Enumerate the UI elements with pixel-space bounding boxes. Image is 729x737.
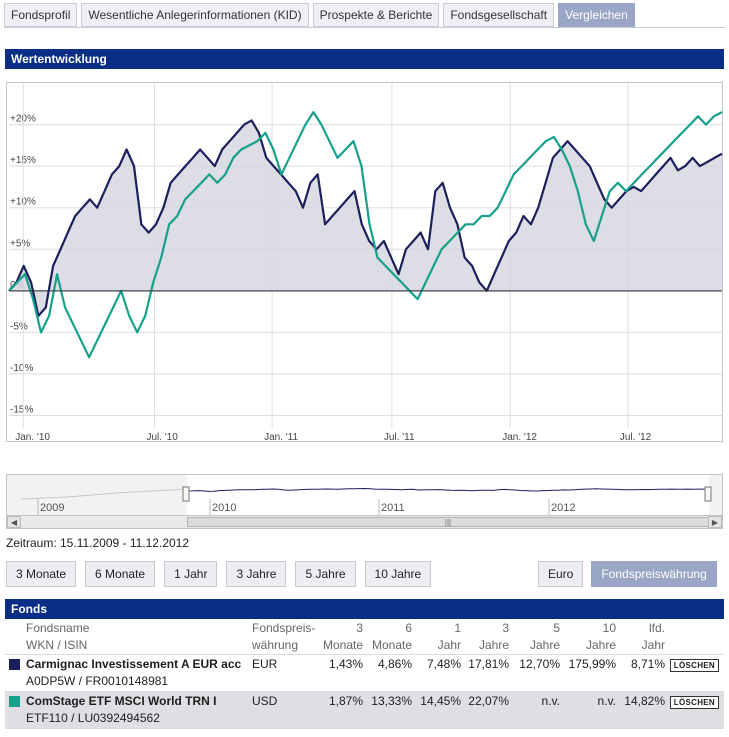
x-tick-label: Jan. '10: [15, 432, 50, 443]
performance-chart[interactable]: +20%+15%+10%+5%0%-5%-10%-15%Jan. '10Jul.…: [6, 82, 723, 443]
funds-table: Fondsname WKN / ISIN Fondspreis- währung…: [5, 619, 724, 729]
header-ytd: lfd.: [648, 621, 665, 635]
navigator-line-preceding: [20, 488, 188, 500]
section-header-wertentwicklung: Wertentwicklung: [5, 49, 724, 69]
range-3-months-button[interactable]: 3 Monate: [6, 561, 77, 587]
tab-bar: Fondsprofil Wesentliche Anlegerinformati…: [4, 3, 635, 30]
header-3y-unit: Jahre: [478, 638, 509, 652]
navigator-year-label: 2010: [212, 502, 236, 514]
value-5y: 12,70%: [519, 657, 560, 671]
header-10y: 10: [602, 621, 616, 635]
fund-id: A0DP5W / FR0010148981: [26, 674, 169, 688]
tab-kid[interactable]: Wesentliche Anlegerinformationen (KID): [81, 3, 309, 27]
x-tick-label: Jul. '12: [620, 432, 652, 443]
fund-name[interactable]: ComStage ETF MSCI World TRN I: [26, 694, 217, 708]
tab-divider: [4, 27, 725, 28]
range-3-years-button[interactable]: 3 Jahre: [226, 561, 287, 587]
delete-fund-button[interactable]: LÖSCHEN: [669, 659, 719, 672]
series-area-carmignac: [9, 120, 722, 316]
y-tick-label: -15%: [10, 405, 33, 416]
value-3y: 17,81%: [468, 657, 509, 671]
currency-euro-button[interactable]: Euro: [538, 561, 584, 587]
scrollbar-thumb[interactable]: |||: [187, 517, 709, 527]
header-currency-2: währung: [252, 638, 299, 652]
table-header-row: Fondsname WKN / ISIN Fondspreis- währung…: [5, 619, 724, 655]
fund-currency: EUR: [252, 657, 278, 671]
navigator-selection: [187, 475, 709, 515]
header-3m-unit: Monate: [322, 638, 363, 652]
x-tick-label: Jan. '12: [502, 432, 537, 443]
navigator-svg: 2009 2010 2011 2012: [20, 475, 712, 515]
table-row: ComStage ETF MSCI World TRN I ETF110 / L…: [5, 692, 724, 729]
navigator-line: [186, 487, 710, 492]
x-tick-label: Jan. '11: [264, 432, 298, 443]
header-1y: 1: [454, 621, 461, 635]
header-5y: 5: [553, 621, 560, 635]
header-6m: 6: [405, 621, 412, 635]
tab-fondsprofil[interactable]: Fondsprofil: [4, 3, 78, 27]
header-ytd-unit: Jahr: [641, 638, 665, 652]
value-1y: 14,45%: [420, 694, 461, 708]
fund-currency: USD: [252, 694, 278, 708]
scroll-right-icon[interactable]: ▶: [708, 516, 722, 528]
header-wkn-isin: WKN / ISIN: [26, 638, 88, 652]
value-ytd: 8,71%: [630, 657, 665, 671]
tab-vergleichen[interactable]: Vergleichen: [558, 3, 635, 27]
series-color-swatch: [9, 659, 20, 670]
value-6m: 4,86%: [377, 657, 412, 671]
value-3m: 1,87%: [328, 694, 363, 708]
series-color-swatch: [9, 696, 20, 707]
value-3y: 22,07%: [468, 694, 509, 708]
tab-prospekte[interactable]: Prospekte & Berichte: [312, 3, 440, 27]
range-5-years-button[interactable]: 5 Jahre: [295, 561, 356, 587]
value-ytd: 14,82%: [624, 694, 665, 708]
navigator-year-label: 2009: [40, 502, 64, 514]
range-10-years-button[interactable]: 10 Jahre: [364, 561, 432, 587]
fund-name[interactable]: Carmignac Investissement A EUR acc: [26, 657, 242, 671]
currency-button-group: Euro Fondspreiswährung: [538, 561, 717, 587]
series-line-carmignac: [8, 119, 723, 317]
chart-scrollbar[interactable]: ◀ ||| ▶: [6, 515, 723, 529]
date-range-text: Zeitraum: 15.11.2009 - 11.12.2012: [6, 536, 190, 550]
x-tick-label: Jul. '11: [384, 432, 415, 443]
x-tick-label: Jul. '10: [146, 432, 178, 443]
header-5y-unit: Jahre: [529, 638, 560, 652]
header-3m: 3: [356, 621, 363, 635]
table-row: Carmignac Investissement A EUR acc A0DP5…: [5, 655, 724, 692]
range-6-months-button[interactable]: 6 Monate: [85, 561, 156, 587]
value-6m: 13,33%: [371, 694, 412, 708]
navigator-handle-right-icon: [704, 486, 712, 502]
header-3y: 3: [502, 621, 509, 635]
navigator-handle-left-icon: [182, 486, 190, 502]
header-6m-unit: Monate: [371, 638, 412, 652]
value-1y: 7,48%: [426, 657, 461, 671]
series-line-comstage: [8, 111, 723, 359]
navigator-year-label: 2011: [381, 502, 405, 514]
header-10y-unit: Jahre: [585, 638, 616, 652]
tab-fondsgesellschaft[interactable]: Fondsgesellschaft: [443, 3, 555, 27]
y-tick-label: +5%: [10, 238, 30, 249]
header-currency-1: Fondspreis-: [252, 621, 316, 635]
value-10y: 175,99%: [568, 657, 616, 671]
value-5y: n.v.: [541, 694, 560, 708]
header-1y-unit: Jahr: [437, 638, 461, 652]
range-button-group: 3 Monate 6 Monate 1 Jahr 3 Jahre 5 Jahre…: [6, 561, 432, 587]
navigator-year-label: 2012: [551, 502, 575, 514]
fund-id: ETF110 / LU0392494562: [26, 711, 160, 725]
chart-svg: +20%+15%+10%+5%0%-5%-10%-15%Jan. '10Jul.…: [8, 83, 723, 443]
header-fondsname: Fondsname: [26, 621, 90, 635]
chart-navigator[interactable]: 2009 2010 2011 2012: [6, 474, 723, 516]
section-header-fonds: Fonds: [5, 599, 724, 619]
range-1-year-button[interactable]: 1 Jahr: [164, 561, 218, 587]
value-3m: 1,43%: [328, 657, 363, 671]
y-tick-label: -5%: [10, 321, 28, 332]
y-tick-label: -10%: [10, 363, 33, 374]
value-10y: n.v.: [597, 694, 616, 708]
scroll-left-icon[interactable]: ◀: [7, 516, 21, 528]
delete-fund-button[interactable]: LÖSCHEN: [669, 696, 719, 709]
currency-fund-button[interactable]: Fondspreiswährung: [591, 561, 717, 587]
